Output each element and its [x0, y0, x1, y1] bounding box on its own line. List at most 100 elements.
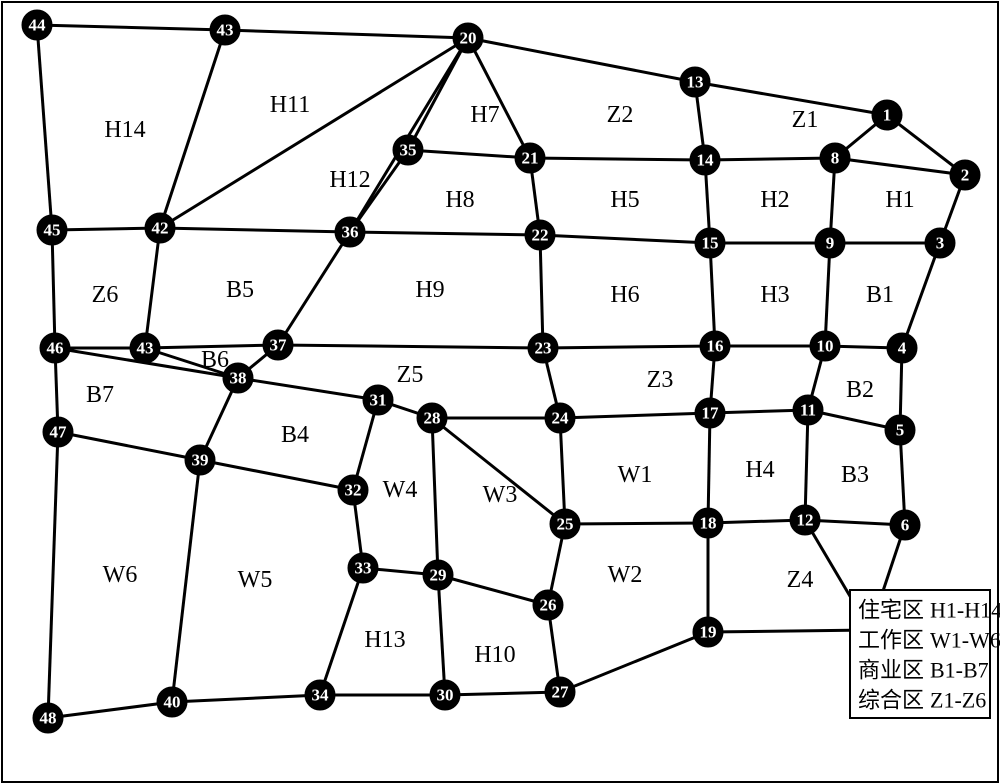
node-label: 26 — [540, 596, 557, 615]
edge — [708, 413, 710, 523]
legend-row-name: 商业区 — [858, 658, 924, 683]
edge — [160, 228, 350, 232]
edge — [225, 30, 468, 38]
node-label: 37 — [270, 336, 288, 355]
edge — [438, 575, 548, 605]
node-label: 2 — [961, 166, 970, 185]
node-label: 48 — [40, 709, 57, 728]
region-label: B6 — [201, 347, 229, 373]
region-label: Z5 — [397, 362, 424, 388]
region-label: W1 — [618, 462, 653, 488]
region-label: Z6 — [92, 282, 119, 308]
node-label: 3 — [936, 234, 945, 253]
edge — [160, 38, 468, 228]
node-layer: 1234567891011121314151617181920212223242… — [22, 10, 980, 733]
region-label: W2 — [608, 562, 643, 588]
legend-row-name: 综合区 — [858, 688, 924, 713]
region-label: B5 — [226, 277, 254, 303]
edge — [560, 413, 710, 418]
legend-row-name: 工作区 — [858, 628, 924, 653]
legend-row-name: 住宅区 — [858, 598, 924, 623]
legend-row-range: W1-W6 — [930, 628, 1000, 653]
node-label: 32 — [345, 481, 362, 500]
edge — [320, 568, 363, 695]
node-label: 19 — [700, 623, 717, 642]
node-label: 13 — [687, 73, 704, 92]
node-label: 46 — [47, 339, 64, 358]
edge — [540, 235, 543, 348]
node-label: 43 — [217, 21, 234, 40]
edge — [278, 345, 543, 348]
region-label: H11 — [270, 92, 310, 118]
edge — [200, 460, 353, 490]
node-label: 47 — [50, 423, 68, 442]
edge — [350, 232, 540, 235]
edge — [705, 158, 835, 160]
node-label: 28 — [424, 409, 441, 428]
region-label: Z2 — [607, 102, 634, 128]
region-label: B2 — [846, 377, 874, 403]
node-label: 45 — [44, 221, 61, 240]
edge — [565, 523, 708, 524]
node-label: 20 — [460, 29, 477, 48]
edge — [540, 235, 710, 243]
node-label: 35 — [400, 141, 417, 160]
edge — [468, 38, 695, 82]
region-label: W6 — [103, 562, 138, 588]
node-label: 10 — [817, 337, 834, 356]
node-label: 12 — [797, 511, 814, 530]
region-label: H1 — [885, 187, 914, 213]
edge — [543, 346, 715, 348]
region-label: Z4 — [787, 567, 814, 593]
legend: 住宅区H1-H14工作区W1-W6商业区B1-B7综合区Z1-Z6 — [850, 590, 1000, 718]
node-label: 5 — [896, 421, 905, 440]
node-label: 9 — [826, 234, 835, 253]
edge — [48, 432, 58, 718]
node-label: 40 — [164, 693, 181, 712]
region-label: H9 — [415, 277, 444, 303]
edge — [238, 378, 378, 400]
region-label: W3 — [483, 482, 518, 508]
region-label: H14 — [104, 117, 145, 143]
edge — [445, 692, 560, 695]
edge — [560, 632, 708, 692]
edge — [560, 418, 565, 524]
node-label: 43 — [137, 339, 154, 358]
node-label: 36 — [342, 223, 359, 242]
legend-row-range: Z1-Z6 — [930, 688, 986, 713]
edge — [52, 228, 160, 230]
region-label: Z3 — [647, 367, 674, 393]
node-label: 6 — [901, 516, 910, 535]
edge-layer — [37, 25, 965, 718]
region-label: H8 — [445, 187, 474, 213]
region-label: H4 — [745, 457, 774, 483]
edge — [805, 410, 808, 520]
node-label: 4 — [898, 339, 907, 358]
node-label: 34 — [312, 686, 330, 705]
node-label: 30 — [437, 686, 454, 705]
region-label: H2 — [760, 187, 789, 213]
node-label: 18 — [700, 514, 717, 533]
edge — [468, 38, 530, 158]
node-label: 44 — [29, 16, 47, 35]
legend-row-range: B1-B7 — [930, 658, 989, 683]
edge — [278, 232, 350, 345]
network-diagram: Z1Z2H1H2H5H7H8H11H12H14B1H3H6H9B5Z6B2Z3Z… — [0, 0, 1000, 784]
node-label: 39 — [192, 451, 209, 470]
edge — [172, 460, 200, 702]
region-label: B7 — [86, 382, 114, 408]
region-label: H10 — [474, 642, 515, 668]
edge — [708, 630, 870, 632]
node-label: 1 — [883, 106, 892, 125]
node-label: 29 — [430, 566, 447, 585]
region-label: B4 — [281, 422, 309, 448]
region-label: B1 — [866, 282, 894, 308]
legend-row-range: H1-H14 — [930, 598, 1000, 623]
edge — [902, 243, 940, 348]
edge — [37, 25, 52, 230]
region-label: H12 — [329, 167, 370, 193]
edge — [160, 30, 225, 228]
node-label: 14 — [697, 151, 715, 170]
node-label: 16 — [707, 337, 724, 356]
node-label: 17 — [702, 404, 720, 423]
